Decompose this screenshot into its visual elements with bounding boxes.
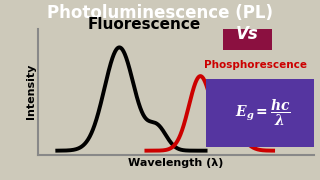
Text: Fluorescence: Fluorescence [88, 17, 201, 32]
Text: Photoluminescence (PL): Photoluminescence (PL) [47, 4, 273, 22]
FancyBboxPatch shape [223, 20, 272, 50]
Text: $\bfit{E_g} = \dfrac{hc}{\lambda}$: $\bfit{E_g} = \dfrac{hc}{\lambda}$ [235, 97, 291, 128]
Text: Vs: Vs [236, 26, 259, 44]
X-axis label: Wavelength (λ): Wavelength (λ) [128, 158, 224, 168]
FancyBboxPatch shape [206, 79, 316, 147]
Text: Phosphorescence: Phosphorescence [204, 60, 307, 70]
Y-axis label: Intensity: Intensity [26, 64, 36, 120]
